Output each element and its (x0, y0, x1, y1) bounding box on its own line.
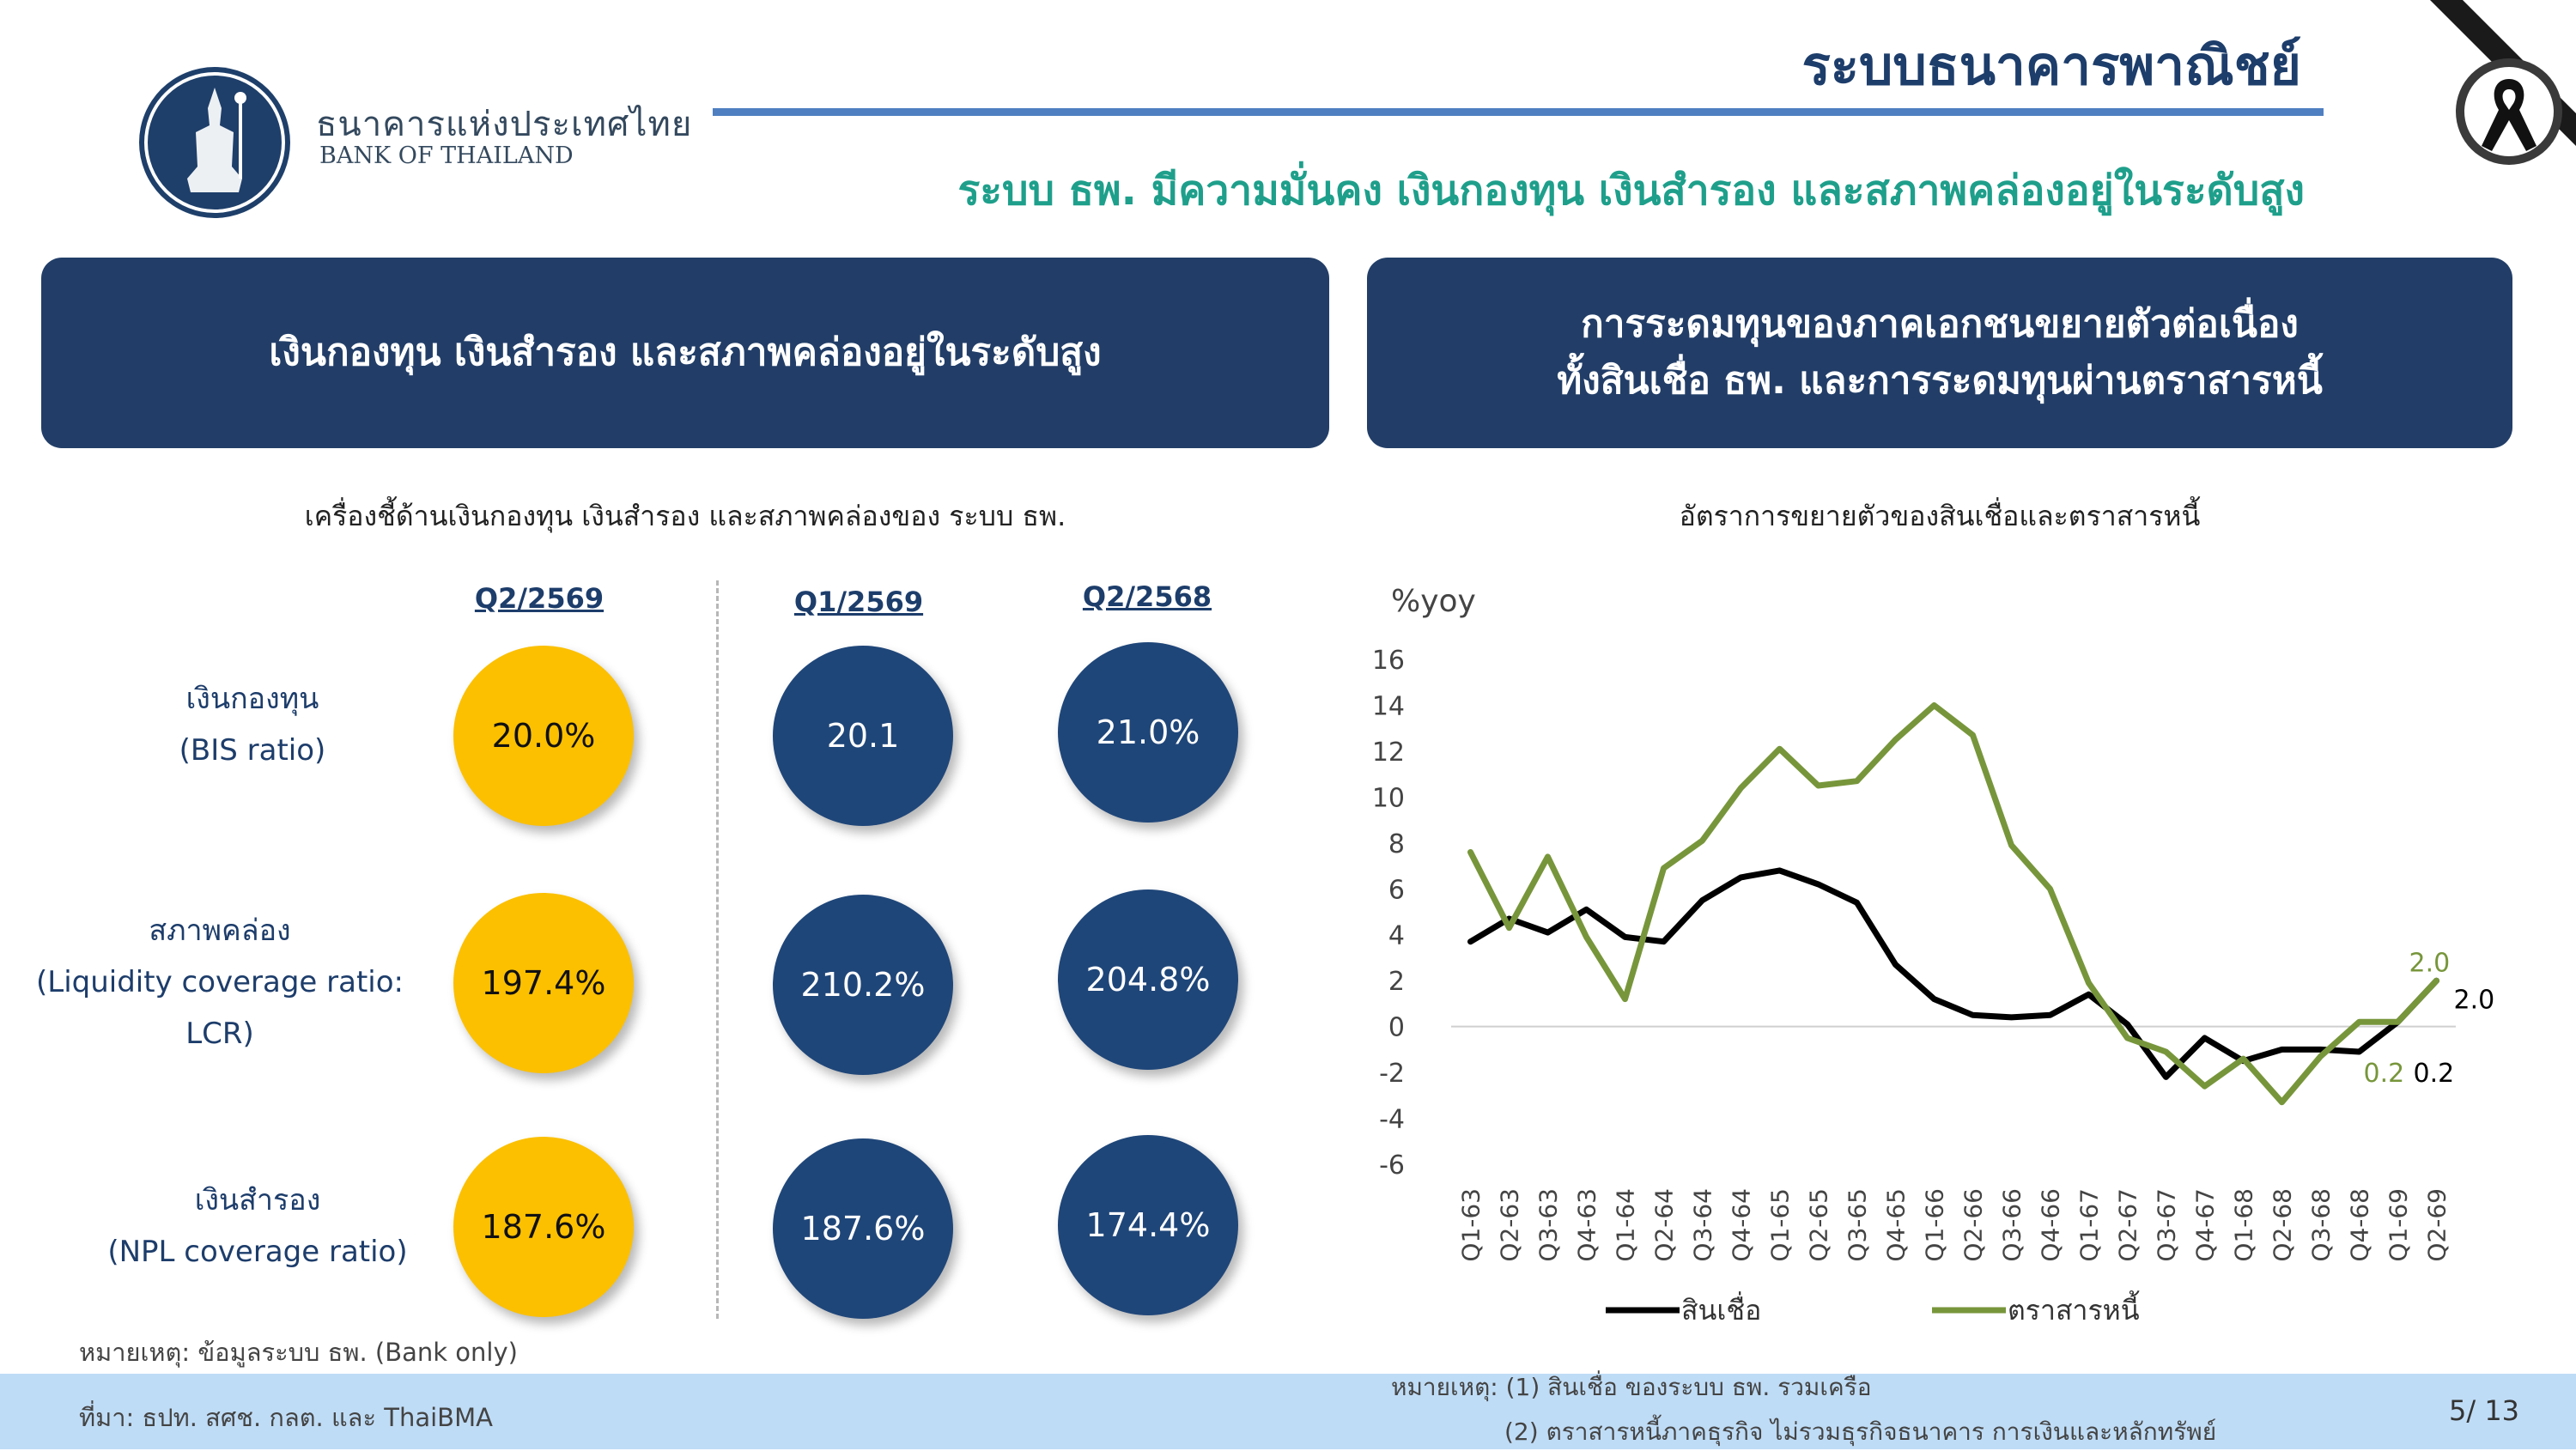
legend-label-bonds: ตราสารหนี้ (2008, 1290, 2140, 1327)
chart-title: อัตราการขยายตัวของสินเชื่อและตราสารหนี้ (1679, 500, 2201, 532)
chart-note-2: (2) ตราสารหนี้ภาคธุรกิจ ไม่รวมธุรกิจธนาค… (1504, 1418, 2217, 1446)
x-tick-label: Q2-67 (2114, 1188, 2142, 1262)
footer-band (0, 1374, 2576, 1449)
banner-capital-liquidity: เงินกองทุน เงินสำรอง และสภาพคล่องอยู่ในร… (41, 258, 1329, 448)
row-label-line: สภาพคล่อง (149, 914, 291, 948)
y-tick-label: 10 (1372, 783, 1405, 813)
x-tick-label: Q4-66 (2037, 1188, 2065, 1262)
data-label-bonds-last: 2.0 (2409, 948, 2451, 978)
row-label-line: เงินกองทุน (185, 682, 319, 716)
indicators-caption: เครื่องชี้ด้านเงินกองทุน เงินสำรอง และสภ… (304, 500, 1066, 532)
series-line-bonds (1467, 702, 2439, 1106)
y-tick-label: 14 (1372, 691, 1405, 721)
page-number: 5/ 13 (2449, 1394, 2520, 1427)
x-tick-label: Q1-67 (2075, 1188, 2104, 1262)
indicators-note: หมายเหตุ: ข้อมูลระบบ ธพ. (Bank only) (79, 1338, 518, 1367)
x-tick-label: Q2-66 (1959, 1188, 1988, 1262)
row-label-bis: เงินกองทุน (BIS ratio) (64, 673, 441, 776)
x-tick-label: Q4-63 (1573, 1188, 1601, 1262)
x-tick-label: Q2-64 (1650, 1188, 1679, 1262)
y-tick-label: 0 (1388, 1013, 1405, 1043)
footer-source: ที่มา: ธปท. สศช. กลต. และ ThaiBMA (79, 1403, 493, 1432)
y-tick-label: 16 (1372, 646, 1405, 676)
column-header-current: Q2/2569 (474, 582, 605, 615)
x-tick-label: Q2-63 (1496, 1188, 1524, 1262)
data-label-loans-prev: 0.2 (2414, 1059, 2455, 1089)
column-header-prev-quarter: Q1/2569 (793, 586, 924, 618)
x-tick-label: Q3-67 (2153, 1188, 2181, 1262)
x-tick-label: Q4-68 (2346, 1188, 2374, 1262)
value-bis-q1-2569: 20.1 (773, 646, 953, 826)
column-header-prev-year: Q2/2568 (1082, 580, 1212, 613)
x-tick-label: Q1-63 (1457, 1188, 1485, 1262)
x-tick-label: Q3-64 (1689, 1188, 1717, 1262)
x-tick-label: Q1-68 (2230, 1188, 2258, 1262)
x-tick-label: Q4-64 (1728, 1188, 1756, 1262)
column-divider (716, 580, 719, 1319)
x-tick-label: Q2-69 (2423, 1188, 2451, 1262)
x-tick-label: Q2-68 (2269, 1188, 2297, 1262)
y-tick-label: 8 (1388, 829, 1405, 859)
banner-right-line1: การระดมทุนของภาคเอกชนขยายตัวต่อเนื่อง (1581, 302, 2299, 346)
legend-label-loans: สินเชื่อ (1681, 1291, 1761, 1327)
value-npl-q1-2569: 187.6% (773, 1138, 953, 1319)
y-tick-label: -2 (1379, 1059, 1405, 1089)
row-label-line: (Liquidity coverage ratio: (35, 965, 404, 999)
x-tick-label: Q3-66 (1998, 1188, 2026, 1262)
value-lcr-q2-2569: 197.4% (453, 893, 634, 1073)
org-name-thai: ธนาคารแห่งประเทศไทย (316, 105, 693, 144)
value-lcr-q2-2568: 204.8% (1058, 889, 1238, 1070)
y-axis-label: %yoy (1391, 584, 1476, 619)
mourning-ribbon-icon (2430, 0, 2576, 165)
x-tick-label: Q1-64 (1612, 1188, 1640, 1262)
row-label-lcr: สภาพคล่อง (Liquidity coverage ratio: LCR… (31, 905, 409, 1059)
x-tick-label: Q2-65 (1805, 1188, 1833, 1262)
x-tick-label: Q1-69 (2385, 1188, 2413, 1262)
value-bis-q2-2569: 20.0% (453, 646, 634, 826)
value-npl-q2-2568: 174.4% (1058, 1135, 1238, 1315)
chart-note-1: หมายเหตุ: (1) สินเชื่อ ของระบบ ธพ. รวมเค… (1391, 1373, 1872, 1401)
x-tick-label: Q3-65 (1844, 1188, 1872, 1262)
x-tick-label: Q3-68 (2307, 1188, 2336, 1262)
org-name-english: BANK OF THAILAND (319, 143, 574, 169)
value-bis-q2-2568: 21.0% (1058, 642, 1238, 823)
banner-right-line2: ทั้งสินเชื่อ ธพ. และการระดมทุนผ่านตราสาร… (1557, 359, 2323, 403)
y-tick-label: 6 (1388, 875, 1405, 905)
growth-line-chart: %yoy 16 14 12 10 8 6 4 2 0 -2 -4 -6 Q1-63 Q2-63 Q3-63 Q4… (1372, 584, 2495, 1327)
banner-private-funding: การระดมทุนของภาคเอกชนขยายตัวต่อเนื่อง ทั… (1367, 258, 2512, 448)
data-label-loans-last: 2.0 (2454, 985, 2495, 1015)
page-subtitle: ระบบ ธพ. มีความมั่นคง เงินกองทุน เงินสำร… (957, 167, 2305, 215)
x-tick-label: Q4-65 (1882, 1188, 1911, 1262)
data-label-bonds-prev: 0.2 (2364, 1059, 2405, 1089)
title-rule (713, 108, 2324, 116)
banner-left-text: เงินกองทุน เงินสำรอง และสภาพคล่องอยู่ในร… (269, 331, 1102, 374)
row-label-line: (NPL coverage ratio) (107, 1235, 408, 1269)
x-tick-label: Q4-67 (2191, 1188, 2220, 1262)
value-lcr-q1-2569: 210.2% (773, 895, 953, 1075)
y-tick-label: 12 (1372, 738, 1405, 768)
y-tick-label: 2 (1388, 967, 1405, 997)
x-tick-label: Q1-65 (1766, 1188, 1795, 1262)
y-tick-label: -6 (1379, 1150, 1405, 1181)
row-label-npl: เงินสำรอง (NPL coverage ratio) (69, 1175, 447, 1278)
y-tick-label: 4 (1388, 921, 1405, 951)
value-npl-q2-2569: 187.6% (453, 1137, 634, 1317)
row-label-line: LCR) (185, 1017, 254, 1051)
bank-of-thailand-logo-icon (139, 67, 290, 218)
x-tick-label: Q3-63 (1534, 1188, 1563, 1262)
row-label-line: เงินสำรอง (194, 1183, 321, 1217)
series-line-loans (1467, 867, 2439, 1080)
row-label-line: (BIS ratio) (179, 733, 326, 768)
y-tick-label: -4 (1379, 1105, 1405, 1135)
page-title: ระบบธนาคารพาณิชย์ (1801, 34, 2301, 97)
x-tick-label: Q1-66 (1921, 1188, 1949, 1262)
